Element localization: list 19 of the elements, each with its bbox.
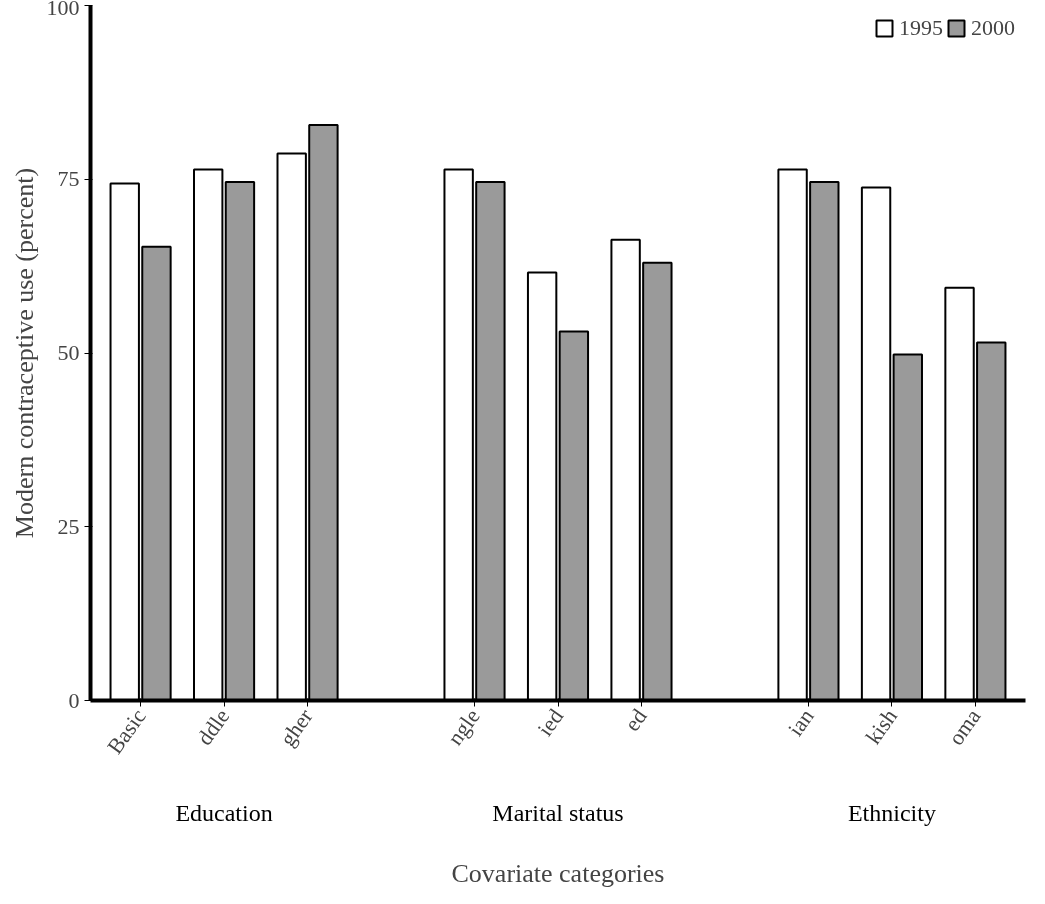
x-tick-label: ddle xyxy=(191,704,235,750)
x-tick-label: oma xyxy=(943,704,986,750)
y-tick-label: 50 xyxy=(57,340,80,365)
y-tick-label: 0 xyxy=(68,687,80,713)
text: Education xyxy=(175,799,273,826)
text: Marital status xyxy=(492,799,624,826)
x-tick-label: ngle xyxy=(442,704,485,750)
y-tick-label: 25 xyxy=(57,513,80,539)
y-tick-label: 100 xyxy=(46,0,80,20)
legend-label: 2000 xyxy=(971,15,1015,41)
x-axis-title: Covariate categories xyxy=(451,858,665,888)
y-axis-title: Modern contraceptive use (percent) xyxy=(9,167,39,539)
x-tick-label: ied xyxy=(532,704,569,741)
x-tick-label: ed xyxy=(619,704,652,736)
x-tick-label: kish xyxy=(860,704,903,749)
y-tick-label: 75 xyxy=(57,166,80,192)
text: Ethnicity xyxy=(847,799,936,826)
x-tick-label: ian xyxy=(782,704,819,741)
legend-label: 1995 xyxy=(899,15,943,41)
